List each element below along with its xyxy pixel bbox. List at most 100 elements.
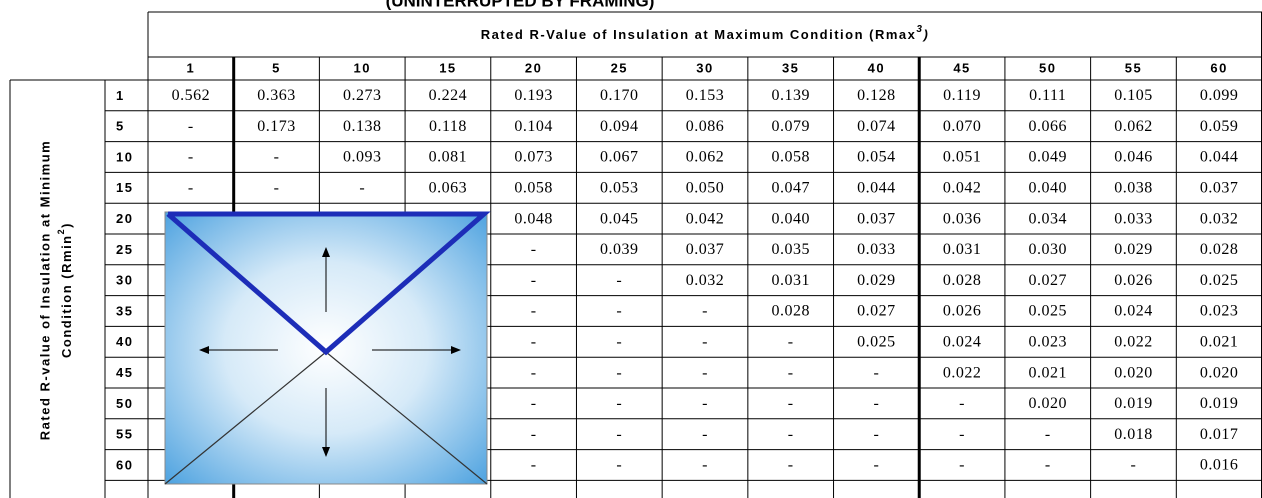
cell: -: [274, 179, 280, 196]
cell: 0.059: [1200, 118, 1239, 135]
row-label: 60: [116, 457, 133, 472]
column-label: 35: [782, 60, 799, 75]
cell: -: [531, 272, 537, 289]
cell: 0.046: [1114, 149, 1153, 166]
cell: -: [531, 364, 537, 381]
cell: -: [188, 149, 194, 166]
cell: -: [959, 457, 965, 474]
cell: 0.047: [771, 179, 810, 196]
column-label: 30: [696, 60, 713, 75]
cell: 0.020: [1114, 364, 1153, 381]
cell: -: [531, 395, 537, 412]
cell: -: [702, 395, 708, 412]
row-label: 35: [116, 303, 133, 318]
cell: 0.138: [343, 118, 382, 135]
cell: 0.119: [943, 87, 981, 104]
cell: -: [788, 395, 794, 412]
cell: 0.032: [1200, 210, 1239, 227]
cell: -: [531, 426, 537, 443]
cell: 0.058: [771, 149, 810, 166]
cell: 0.036: [943, 210, 982, 227]
cell: 0.019: [1200, 395, 1239, 412]
cell: 0.044: [1200, 149, 1239, 166]
cell: 0.093: [343, 149, 382, 166]
cell: 0.062: [686, 149, 725, 166]
cell: -: [702, 426, 708, 443]
cell: -: [788, 426, 794, 443]
cell: 0.067: [600, 149, 639, 166]
cell: 0.051: [943, 149, 982, 166]
column-label: 10: [353, 60, 370, 75]
diagram: [165, 212, 487, 484]
cell: 0.026: [943, 303, 982, 320]
cell: 0.037: [1200, 179, 1239, 196]
cell: -: [959, 426, 965, 443]
cell: 0.173: [257, 118, 296, 135]
cell: 0.024: [1114, 303, 1153, 320]
cell: 0.037: [857, 210, 896, 227]
cell: 0.070: [943, 118, 982, 135]
cell: 0.023: [1029, 333, 1068, 350]
cell: -: [1045, 457, 1051, 474]
cell: 0.024: [943, 333, 982, 350]
cell: -: [702, 333, 708, 350]
cell: 0.139: [771, 87, 810, 104]
cell: -: [702, 364, 708, 381]
cell: 0.049: [1029, 149, 1068, 166]
column-label: 20: [525, 60, 542, 75]
cell: -: [702, 303, 708, 320]
cell: 0.099: [1200, 87, 1239, 104]
column-label: 25: [611, 60, 628, 75]
cell: -: [788, 333, 794, 350]
cell: 0.562: [172, 87, 211, 104]
row-label: 1: [116, 88, 125, 103]
cell: -: [702, 457, 708, 474]
cell: 0.023: [1200, 303, 1239, 320]
cell: 0.058: [514, 179, 553, 196]
cell: -: [616, 426, 622, 443]
cell: 0.081: [429, 149, 468, 166]
column-header: Rated R-Value of Insulation at Maximum C…: [481, 24, 930, 43]
cell: 0.033: [1114, 210, 1153, 227]
cell: 0.025: [857, 333, 896, 350]
cell: 0.034: [1029, 210, 1068, 227]
row-header-line: Rated R-value of Insulation at Minimum: [37, 140, 52, 440]
column-label: 45: [953, 60, 970, 75]
row-label: 5: [116, 119, 125, 134]
cell: 0.027: [1029, 272, 1068, 289]
cell: 0.030: [1029, 241, 1068, 258]
title: (UNINTERRUPTED BY FRAMING): [386, 0, 655, 10]
cell: -: [531, 241, 537, 258]
cell: -: [359, 179, 365, 196]
cell: 0.062: [1114, 118, 1153, 135]
cell: 0.111: [1029, 87, 1066, 104]
row-label: 20: [116, 211, 133, 226]
column-label: 1: [186, 60, 195, 75]
cell: -: [616, 364, 622, 381]
cell: 0.105: [1114, 87, 1153, 104]
cell: 0.040: [1029, 179, 1068, 196]
cell: 0.021: [1029, 364, 1068, 381]
cell: 0.104: [514, 118, 553, 135]
cell: 0.025: [1029, 303, 1068, 320]
cell: 0.026: [1114, 272, 1153, 289]
cell: 0.224: [429, 87, 468, 104]
cell: -: [788, 364, 794, 381]
cell: -: [188, 179, 194, 196]
cell: 0.027: [857, 303, 896, 320]
cell: 0.363: [257, 87, 296, 104]
cell: 0.042: [686, 210, 725, 227]
cell: 0.022: [1114, 333, 1153, 350]
cell: 0.086: [686, 118, 725, 135]
cell: 0.028: [771, 303, 810, 320]
cell: -: [959, 395, 965, 412]
cell: 0.050: [686, 179, 725, 196]
cell: -: [531, 333, 537, 350]
cell: 0.045: [600, 210, 639, 227]
cell: -: [788, 457, 794, 474]
cell: 0.028: [943, 272, 982, 289]
cell: 0.153: [686, 87, 725, 104]
cell: 0.048: [514, 210, 553, 227]
cell: -: [616, 457, 622, 474]
column-label: 60: [1210, 60, 1227, 75]
